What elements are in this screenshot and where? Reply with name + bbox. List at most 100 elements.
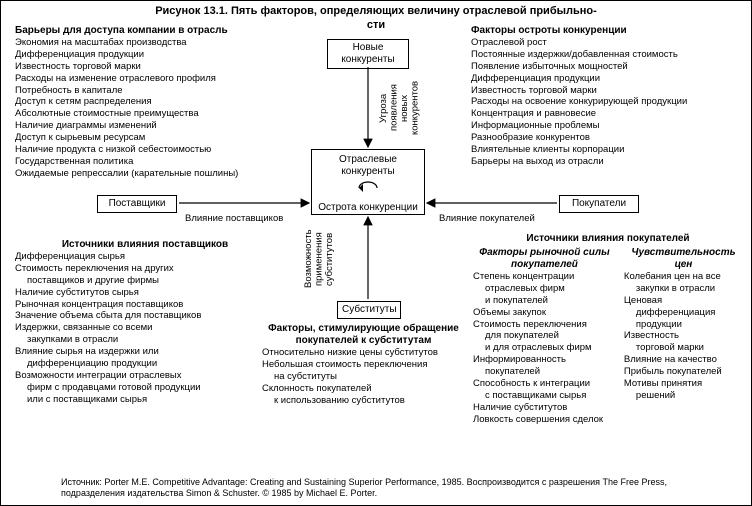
cycle-icon bbox=[353, 180, 383, 196]
list-item: Небольшая стоимость переключения bbox=[262, 359, 471, 371]
edge-label-right: Влияние покупателей bbox=[439, 213, 535, 224]
list-item: с поставщиками сырья bbox=[473, 390, 616, 402]
list-item: Склонность покупателей bbox=[262, 383, 471, 395]
list-item: Расходы на освоение конкурирующей продук… bbox=[471, 96, 741, 108]
node-buyers-label: Покупатели bbox=[572, 198, 626, 209]
list-item: Абсолютные стоимостные преимущества bbox=[15, 108, 295, 120]
list-item: Влиятельные клиенты корпорации bbox=[471, 144, 741, 156]
node-new-entrants-label: Новые конкуренты bbox=[341, 42, 394, 65]
substitutes-title: Факторы, стимулирующие обращение покупат… bbox=[256, 323, 471, 347]
list-item: Мотивы принятия bbox=[624, 378, 743, 390]
list-item: Относительно низкие цены субститутов bbox=[262, 347, 471, 359]
rivalry-title: Факторы остроты конкуренции bbox=[471, 25, 741, 37]
node-new-entrants: Новые конкуренты bbox=[327, 39, 409, 69]
list-item: Ценовая bbox=[624, 295, 743, 307]
list-item: Расходы на изменение отраслевого профиля bbox=[15, 73, 295, 85]
list-item: отраслевых фирм bbox=[473, 283, 616, 295]
list-item: дифференциация bbox=[624, 307, 743, 319]
list-item: на субституты bbox=[262, 371, 471, 383]
list-item: Наличие субститутов сырья bbox=[15, 287, 275, 299]
buyers-section: Источники влияния покупателей Факторы ры… bbox=[473, 233, 743, 425]
rivalry-section: Факторы остроты конкуренции Отраслевой р… bbox=[471, 25, 741, 168]
list-item: Отраслевой рост bbox=[471, 37, 741, 49]
list-item: покупателей bbox=[473, 366, 616, 378]
list-item: Государственная политика bbox=[15, 156, 295, 168]
buyers-col2-list: Колебания цен на всезакупки в отраслиЦен… bbox=[624, 271, 743, 402]
source-citation: Источник: Porter M.E. Competitive Advant… bbox=[61, 477, 721, 500]
list-item: Известность торговой марки bbox=[471, 85, 741, 97]
list-item: Ловкость совершения сделок bbox=[473, 414, 616, 426]
list-item: Прибыль покупателей bbox=[624, 366, 743, 378]
list-item: Рыночная концентрация поставщиков bbox=[15, 299, 275, 311]
edge-label-left: Влияние поставщиков bbox=[185, 213, 283, 224]
list-item: Стоимость переключения на других bbox=[15, 263, 275, 275]
list-item: Влияние на качество bbox=[624, 354, 743, 366]
node-suppliers-label: Поставщики bbox=[109, 198, 166, 209]
buyers-col1-list: Степень концентрацииотраслевых фирми пок… bbox=[473, 271, 616, 425]
list-item: Наличие продукта с низкой себестоимостью bbox=[15, 144, 295, 156]
list-item: Доступ к сырьевым ресурсам bbox=[15, 132, 295, 144]
list-item: Возможности интеграции отраслевых bbox=[15, 370, 275, 382]
list-item: Появление избыточных мощностей bbox=[471, 61, 741, 73]
node-center: Отраслевые конкуренты Острота конкуренци… bbox=[311, 149, 425, 215]
figure-container: Рисунок 13.1. Пять факторов, определяющи… bbox=[0, 0, 752, 506]
list-item: Наличие субститутов bbox=[473, 402, 616, 414]
figure-title-line1: Рисунок 13.1. Пять факторов, определяющи… bbox=[15, 5, 737, 18]
list-item: Информационные проблемы bbox=[471, 120, 741, 132]
list-item: Стоимость переключения bbox=[473, 319, 616, 331]
barriers-list: Экономия на масштабах производстваДиффер… bbox=[15, 37, 295, 180]
node-center-top-label: Отраслевые конкуренты bbox=[316, 154, 420, 178]
list-item: продукции bbox=[624, 319, 743, 331]
list-item: Значение объема сбыта для поставщиков bbox=[15, 310, 275, 322]
list-item: Издержки, связанные со всеми bbox=[15, 322, 275, 334]
list-item: торговой марки bbox=[624, 342, 743, 354]
list-item: Концентрация и равновесие bbox=[471, 108, 741, 120]
list-item: Известность bbox=[624, 330, 743, 342]
list-item: для покупателей bbox=[473, 330, 616, 342]
list-item: Экономия на масштабах производства bbox=[15, 37, 295, 49]
list-item: Постоянные издержки/добавленная стоимост… bbox=[471, 49, 741, 61]
list-item: Влияние сырья на издержки или bbox=[15, 346, 275, 358]
list-item: фирм с продавцами готовой продукции bbox=[15, 382, 275, 394]
edge-label-top: Угроза появления новых конкурентов bbox=[379, 71, 421, 145]
node-buyers: Покупатели bbox=[559, 195, 639, 213]
list-item: Дифференциация продукции bbox=[471, 73, 741, 85]
list-item: Дифференциация сырья bbox=[15, 251, 275, 263]
list-item: Дифференциация продукции bbox=[15, 49, 295, 61]
list-item: и покупателей bbox=[473, 295, 616, 307]
list-item: Наличие диаграммы изменений bbox=[15, 120, 295, 132]
node-suppliers: Поставщики bbox=[97, 195, 177, 213]
list-item: Колебания цен на все bbox=[624, 271, 743, 283]
node-substitutes: Субституты bbox=[337, 301, 401, 319]
list-item: решений bbox=[624, 390, 743, 402]
list-item: поставщиков и другие фирмы bbox=[15, 275, 275, 287]
buyers-title: Источники влияния покупателей bbox=[473, 233, 743, 245]
barriers-title: Барьеры для доступа компании в отрасль bbox=[15, 25, 295, 37]
list-item: Информированность bbox=[473, 354, 616, 366]
substitutes-list: Относительно низкие цены субститутовНебо… bbox=[262, 347, 471, 406]
edge-label-bottom: Возможность применения субститутов bbox=[304, 221, 335, 297]
list-item: закупками в отрасли bbox=[15, 334, 275, 346]
substitutes-section: Факторы, стимулирующие обращение покупат… bbox=[256, 323, 471, 406]
suppliers-title: Источники влияния поставщиков bbox=[15, 239, 275, 251]
node-substitutes-label: Субституты bbox=[342, 304, 397, 315]
node-center-bottom-label: Острота конкуренции bbox=[316, 202, 420, 214]
suppliers-section: Источники влияния поставщиков Дифференци… bbox=[15, 239, 275, 405]
list-item: дифференциацию продукции bbox=[15, 358, 275, 370]
list-item: Способность к интеграции bbox=[473, 378, 616, 390]
list-item: Разнообразие конкурентов bbox=[471, 132, 741, 144]
list-item: Потребность в капитале bbox=[15, 85, 295, 97]
list-item: и для отраслевых фирм bbox=[473, 342, 616, 354]
list-item: закупки в отрасли bbox=[624, 283, 743, 295]
list-item: Ожидаемые репрессалии (карательные пошли… bbox=[15, 168, 295, 180]
list-item: к использованию субститутов bbox=[262, 395, 471, 407]
buyers-col2-title: Чувствительность цен bbox=[624, 247, 743, 271]
list-item: Известность торговой марки bbox=[15, 61, 295, 73]
list-item: или с поставщиками сырья bbox=[15, 394, 275, 406]
rivalry-list: Отраслевой ростПостоянные издержки/добав… bbox=[471, 37, 741, 168]
list-item: Объемы закупок bbox=[473, 307, 616, 319]
barriers-section: Барьеры для доступа компании в отрасль Э… bbox=[15, 25, 295, 180]
suppliers-list: Дифференциация сырьяСтоимость переключен… bbox=[15, 251, 275, 405]
list-item: Барьеры на выход из отрасли bbox=[471, 156, 741, 168]
list-item: Доступ к сетям распределения bbox=[15, 96, 295, 108]
